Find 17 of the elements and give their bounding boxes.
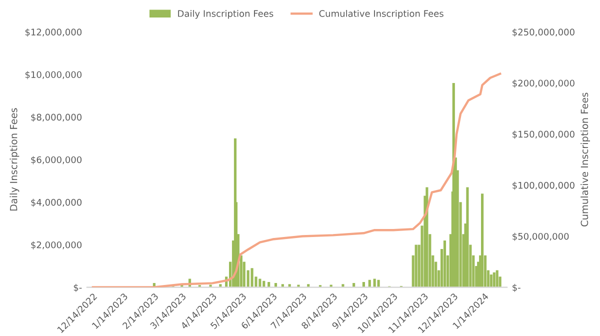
y2-tick-label: $250,000,000 <box>512 28 574 37</box>
y-tick-label: $- <box>74 284 82 292</box>
y-tick-label: $12,000,000 <box>25 28 82 37</box>
y-tick-label: $4,000,000 <box>31 198 82 207</box>
y2-tick-label: $50,000,000 <box>512 232 569 241</box>
y-tick-label: $6,000,000 <box>31 156 82 164</box>
y2-tick-label: $200,000,000 <box>512 80 574 88</box>
legend-label: Cumulative Inscription Fees <box>319 10 444 19</box>
legend-label: Daily Inscription Fees <box>178 10 274 19</box>
y2-axis-title: Cumulative Inscription Fees <box>580 92 590 226</box>
y2-tick-label: $100,000,000 <box>512 182 574 190</box>
y-tick-label: $8,000,000 <box>31 114 82 122</box>
y-axis-title: Daily Inscription Fees <box>10 108 20 211</box>
y-tick-label: $10,000,000 <box>25 71 82 80</box>
y2-tick-label: $150,000,000 <box>512 130 574 139</box>
y-tick-label: $2,000,000 <box>31 241 82 250</box>
y2-tick-label: $- <box>512 284 520 292</box>
